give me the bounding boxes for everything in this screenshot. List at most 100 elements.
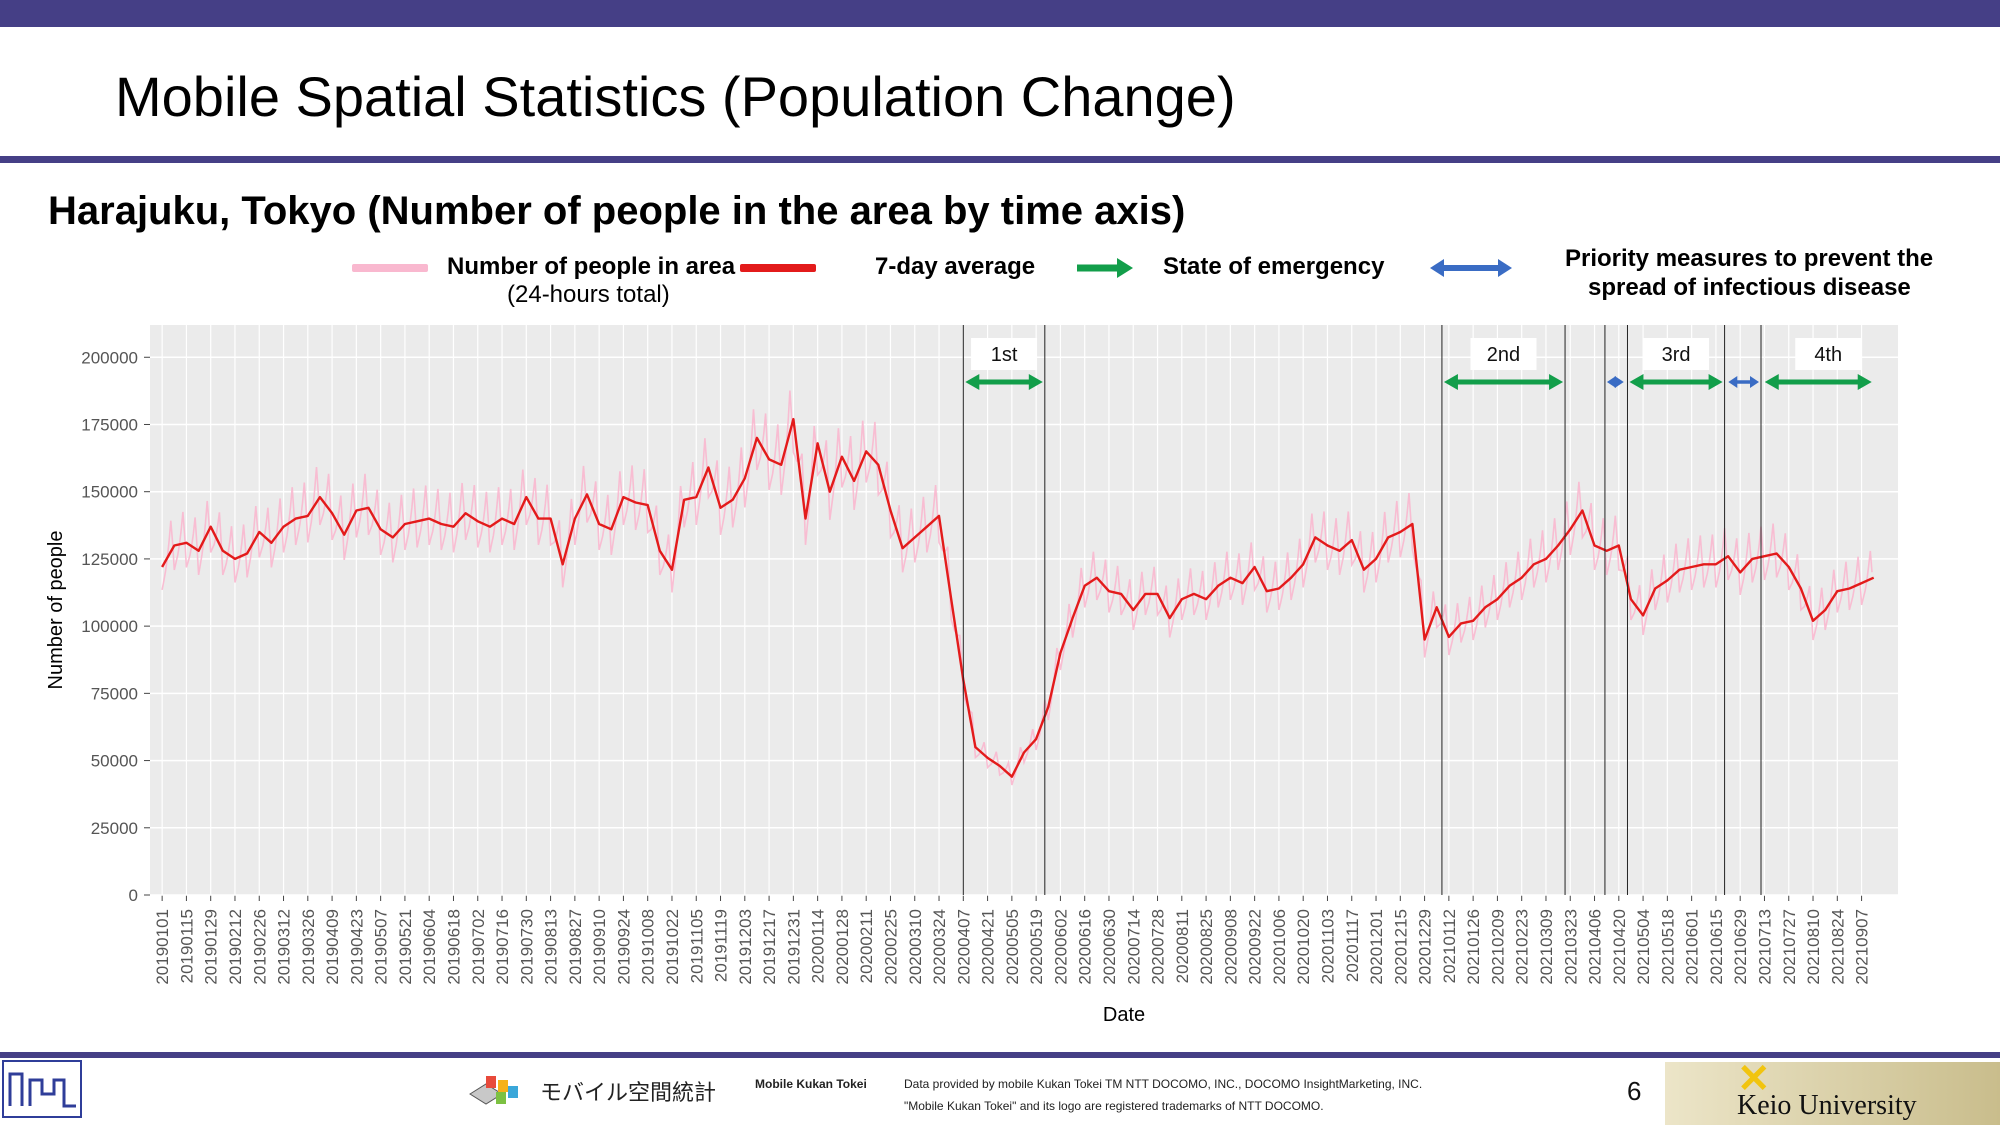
mobile-kukan-tokei-logo-icon [469,1076,518,1105]
x-tick-label: 20190409 [323,909,342,985]
period-arrow-head-right [1549,374,1564,390]
y-tick-label: 175000 [81,415,138,434]
x-tick-label: 20200922 [1246,909,1265,985]
title-divider [0,156,2000,163]
x-tick-label: 20190604 [420,909,439,985]
x-tick-label: 20210601 [1683,909,1702,985]
legend-area-label: Number of people in area [447,253,736,280]
x-tick-label: 20190730 [517,909,536,985]
legend-average-swatch [740,264,816,272]
x-tick-label: 20190618 [444,909,463,985]
x-tick-label: 20190129 [202,909,221,985]
x-tick-label: 20210209 [1488,909,1507,985]
x-tick-label: 20200825 [1197,909,1216,985]
data-credit-line1: Data provided by mobile Kukan Tokei TM N… [904,1077,1423,1091]
x-tick-label: 20200714 [1124,909,1143,985]
x-tick-label: 20201006 [1270,909,1289,985]
x-tick-label: 20190423 [347,909,366,985]
x-tick-label: 20200728 [1149,909,1168,985]
x-tick-label: 20210126 [1464,909,1483,985]
x-tick-label: 20200211 [857,909,876,983]
x-tick-label: 20210629 [1731,909,1750,985]
brand-name-japanese: モバイル空間統計 [540,1080,717,1105]
legend-emergency-arrow-icon [1077,258,1133,278]
university-name: Keio University [1737,1090,1917,1121]
period-label: 2nd [1487,344,1520,366]
population-line-chart: 1st 2nd 3rd 4th 20190101 20190115 20190129 201… [45,325,1898,1026]
period-label: 3rd [1662,344,1691,366]
x-tick-label: 20200421 [979,909,998,985]
x-tick-label: 20210907 [1853,909,1872,985]
period-arrow-head-right [1614,376,1624,388]
period-label-box [971,338,1038,370]
x-tick-label: 20210504 [1634,909,1653,985]
y-tick-label: 50000 [91,752,138,771]
period-arrow-head-right [1857,374,1872,390]
x-tick-label: 20210223 [1513,909,1532,985]
seven-day-average-line [161,417,1875,778]
x-tick-label: 20210323 [1561,909,1580,985]
period-arrow-head-left [1764,374,1779,390]
y-tick-label: 25000 [91,819,138,838]
period-arrow-head-right [1750,376,1760,388]
x-tick-label: 20200630 [1100,909,1119,985]
chart-subtitle: Harajuku, Tokyo (Number of people in the… [48,189,1186,233]
x-tick-label: 20200602 [1051,909,1070,985]
lab-logo-icon [2,1060,82,1118]
legend-area-note: (24-hours total) [507,281,670,308]
x-tick-label: 20191203 [736,909,755,985]
x-tick-label: 20210713 [1755,909,1774,985]
x-tick-label: 20210112 [1440,909,1459,983]
x-tick-label: 20191119 [712,909,731,982]
x-tick-label: 20201229 [1416,909,1435,985]
keio-pen-mark-icon: ✕ [1737,1057,1771,1101]
footer-divider [0,1052,2000,1058]
x-tick-label: 20200908 [1221,909,1240,985]
period-arrow-head-left [1443,374,1458,390]
x-tick-label: 20200616 [1076,909,1095,985]
legend-priority-arrow-icon [1430,259,1512,277]
keio-university-logo: ✕ Keio University [1665,1057,2000,1125]
x-tick-label: 20210420 [1610,909,1629,985]
x-tick-label: 20210309 [1537,909,1556,985]
y-tick-label: 200000 [81,348,138,367]
x-tick-label: 20190827 [566,909,585,985]
plot-panel [150,325,1898,895]
x-tick-label: 20200519 [1027,909,1046,985]
y-axis-title: Number of people [45,531,67,690]
period-label: 4th [1814,344,1842,366]
x-tick-label: 20190212 [226,909,245,985]
x-tick-label: 20191231 [784,909,803,985]
x-tick-label: 20200324 [930,909,949,985]
page-number: 6 [1627,1076,1642,1106]
x-tick-label: 20200407 [954,909,973,985]
x-axis-title: Date [1103,1004,1145,1026]
period-label-box [1643,338,1710,370]
legend-area-swatch [352,264,428,272]
period-label: 1st [991,344,1018,366]
x-tick-label: 20190326 [299,909,318,985]
legend-average-label: 7-day average [875,253,1036,280]
x-tick-label: 20191008 [639,909,658,985]
legend-priority-label-line1: Priority measures to prevent the [1565,245,1934,272]
x-tick-label: 20190312 [275,909,294,985]
x-tick-label: 20210824 [1828,909,1847,985]
period-arrow-head-right [1708,374,1723,390]
x-tick-label: 20191105 [687,909,706,983]
x-tick-label: 20210406 [1586,909,1605,985]
y-tick-label: 75000 [91,684,138,703]
x-tick-label: 20210727 [1780,909,1799,985]
y-tick-label: 125000 [81,550,138,569]
y-tick-label: 0 [129,886,138,905]
slide-title: Mobile Spatial Statistics (Population Ch… [115,65,1236,128]
x-tick-label: 20190813 [542,909,561,985]
x-tick-label: 20191217 [760,909,779,985]
x-tick-label: 20190910 [590,909,609,985]
period-arrow-head-left [1629,374,1644,390]
x-tick-label: 20201201 [1367,909,1386,985]
brand-name-english: Mobile Kukan Tokei [755,1077,867,1091]
period-arrow-head-right [1028,374,1043,390]
x-tick-label: 20190507 [372,909,391,985]
x-tick-label: 20210810 [1804,909,1823,985]
x-tick-label: 20190226 [250,909,269,985]
